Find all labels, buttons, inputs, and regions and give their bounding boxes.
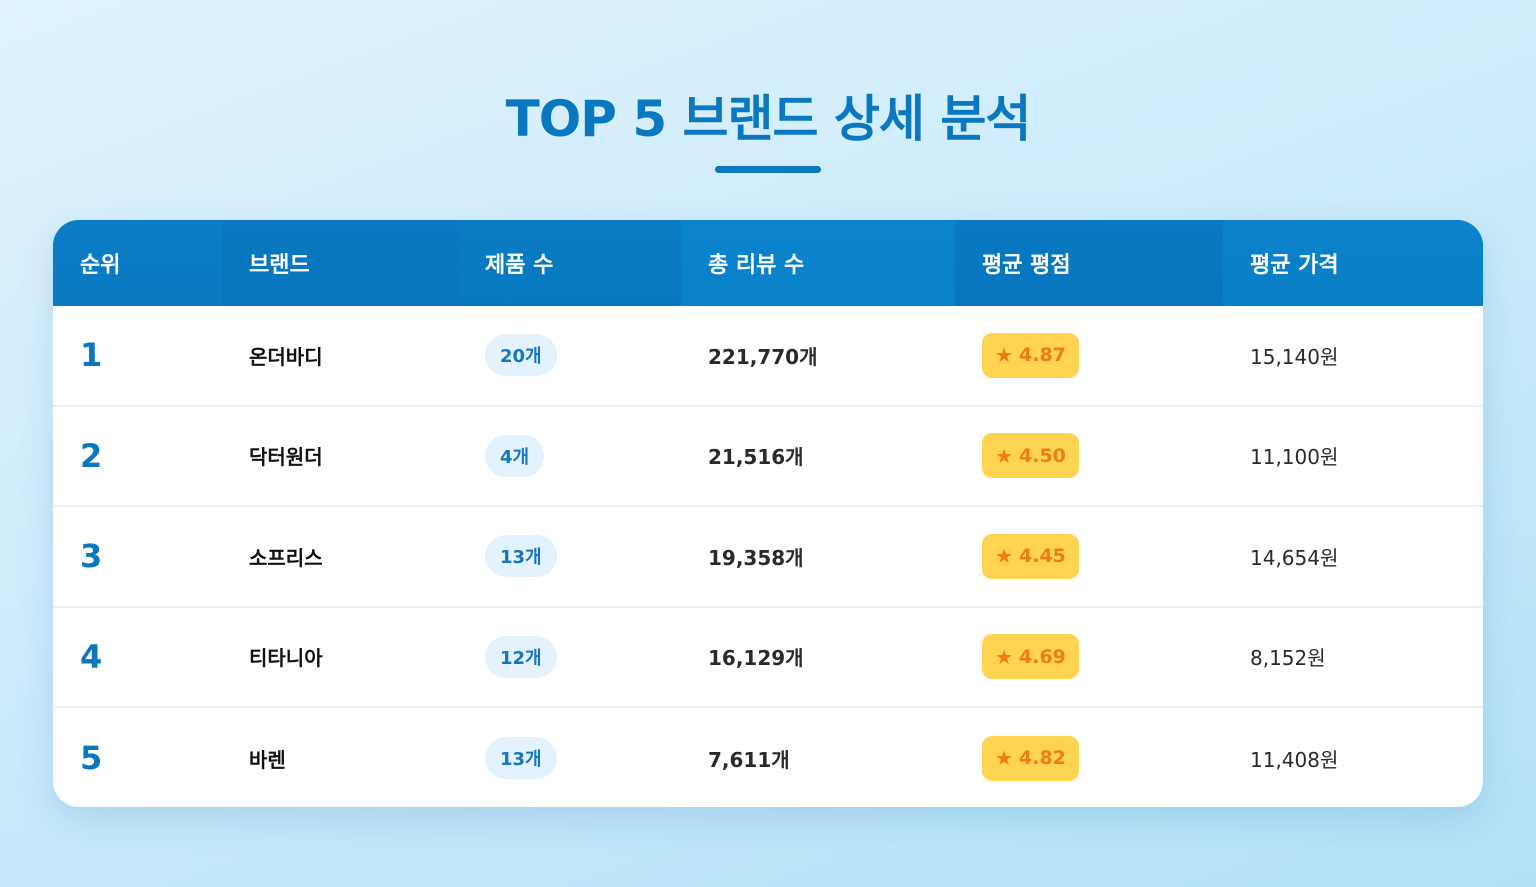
- total-reviews: 16,129개: [708, 646, 804, 671]
- star-icon: ★: [995, 343, 1014, 368]
- rank-number: 1: [80, 336, 103, 375]
- total-reviews: 221,770개: [708, 344, 818, 369]
- rating-badge: ★ 4.87: [982, 332, 1079, 378]
- rating-value: 4.50: [1019, 444, 1066, 467]
- table-row[interactable]: 3 소프리스 13개 19,358개 ★ 4.45 14,654원: [53, 507, 1483, 608]
- average-price: 11,408원: [1250, 747, 1339, 772]
- rating-badge: ★ 4.69: [982, 634, 1079, 680]
- total-reviews: 21,516개: [708, 445, 804, 470]
- page-title: TOP 5 브랜드 상세 분석: [505, 90, 1032, 148]
- table-body: 1 온더바디 20개 221,770개 ★ 4.87 15,140원 2 닥터원…: [53, 306, 1483, 807]
- rank-number: 5: [80, 739, 103, 778]
- rating-value: 4.87: [1019, 344, 1066, 367]
- product-count-badge: 4개: [485, 434, 545, 477]
- column-header-total-reviews[interactable]: 총 리뷰 수: [681, 220, 955, 306]
- star-icon: ★: [995, 746, 1014, 771]
- rating-value: 4.45: [1019, 545, 1066, 568]
- star-icon: ★: [995, 644, 1014, 669]
- product-count-badge: 13개: [485, 535, 557, 578]
- rating-badge: ★ 4.50: [982, 433, 1079, 479]
- brand-name: 온더바디: [249, 344, 323, 369]
- average-price: 15,140원: [1250, 344, 1339, 369]
- brand-name: 바렌: [249, 747, 286, 772]
- average-price: 11,100원: [1250, 445, 1339, 470]
- table-row[interactable]: 4 티타니아 12개 16,129개 ★ 4.69 8,152원: [53, 608, 1483, 708]
- average-price: 8,152원: [1250, 646, 1326, 671]
- rating-badge: ★ 4.82: [982, 735, 1079, 781]
- column-header-average-price[interactable]: 평균 가격: [1223, 220, 1483, 306]
- column-header-rank[interactable]: 순위: [53, 220, 222, 306]
- column-header-brand[interactable]: 브랜드: [222, 220, 458, 306]
- star-icon: ★: [995, 443, 1014, 468]
- table-row[interactable]: 5 바렌 13개 7,611개 ★ 4.82 11,408원: [53, 708, 1483, 807]
- total-reviews: 19,358개: [708, 545, 804, 570]
- product-count-badge: 20개: [485, 334, 557, 377]
- brand-name: 티타니아: [249, 646, 323, 671]
- rating-badge: ★ 4.45: [982, 533, 1079, 579]
- brand-name: 닥터원더: [249, 445, 323, 470]
- table-header-row: 순위 브랜드 제품 수 총 리뷰 수 평균 평점 평균 가격: [53, 220, 1483, 306]
- rank-number: 3: [80, 537, 103, 576]
- column-header-product-count[interactable]: 제품 수: [458, 220, 681, 306]
- title-section: TOP 5 브랜드 상세 분석: [0, 84, 1536, 154]
- rank-number: 4: [80, 637, 103, 676]
- brand-name: 소프리스: [249, 545, 323, 570]
- brand-analysis-table: 순위 브랜드 제품 수 총 리뷰 수 평균 평점 평균 가격 1 온더바디 20…: [53, 220, 1483, 807]
- product-count-badge: 12개: [485, 635, 557, 678]
- average-price: 14,654원: [1250, 545, 1339, 570]
- rank-number: 2: [80, 436, 103, 475]
- rating-value: 4.82: [1019, 747, 1066, 770]
- total-reviews: 7,611개: [708, 747, 790, 772]
- table-row[interactable]: 2 닥터원더 4개 21,516개 ★ 4.50 11,100원: [53, 407, 1483, 507]
- title-underline-divider: [715, 166, 821, 173]
- rating-value: 4.69: [1019, 645, 1066, 668]
- column-header-average-rating[interactable]: 평균 평점: [955, 220, 1223, 306]
- table-row[interactable]: 1 온더바디 20개 221,770개 ★ 4.87 15,140원: [53, 306, 1483, 407]
- product-count-badge: 13개: [485, 737, 557, 780]
- star-icon: ★: [995, 544, 1014, 569]
